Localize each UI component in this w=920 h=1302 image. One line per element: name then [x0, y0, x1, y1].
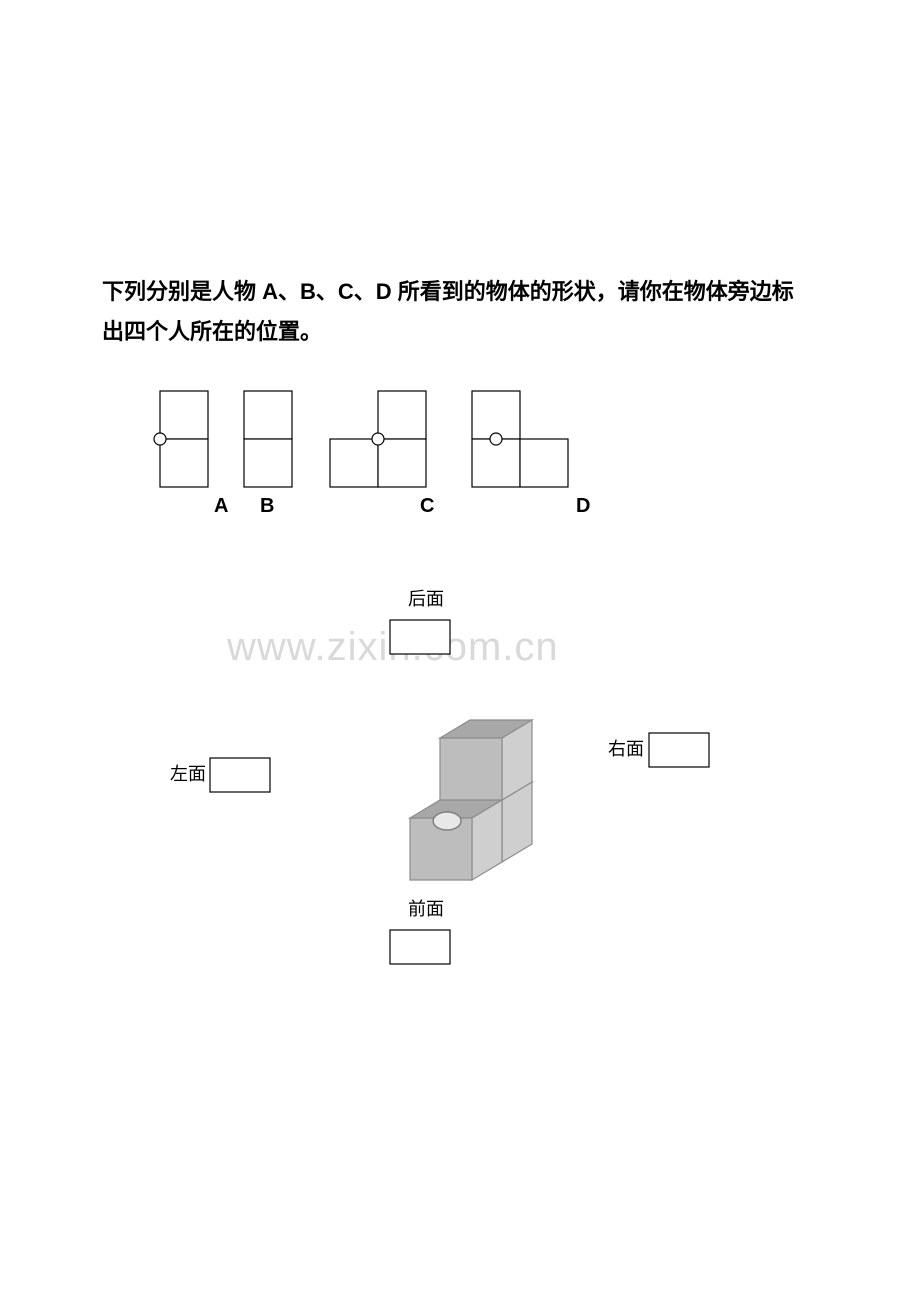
shape-label-d: D	[576, 495, 590, 518]
views-row-diagram	[0, 0, 920, 540]
shape-label-b: B	[260, 495, 274, 518]
shape-label-c: C	[420, 495, 434, 518]
shape-label-a: A	[214, 495, 228, 518]
watermark-text: www.zixin.com.cn	[227, 625, 559, 670]
label-left: 左面	[170, 760, 206, 786]
label-front: 前面	[408, 895, 444, 921]
solid-3d-diagram	[380, 700, 640, 920]
label-back: 后面	[408, 585, 444, 611]
label-right: 右面	[608, 735, 644, 761]
